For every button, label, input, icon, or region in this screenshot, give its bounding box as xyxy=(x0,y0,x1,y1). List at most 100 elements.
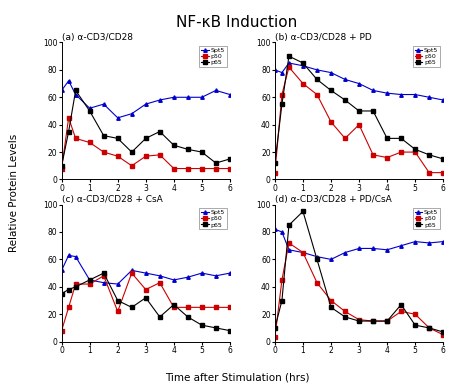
p65 xyxy=(73,88,79,93)
p65 xyxy=(129,150,135,154)
p50 xyxy=(314,92,320,97)
Spt5 xyxy=(412,239,418,244)
p65 xyxy=(384,319,390,323)
Line: p65: p65 xyxy=(60,271,232,332)
Line: p50: p50 xyxy=(273,65,445,174)
p65 xyxy=(185,315,191,319)
p50 xyxy=(440,332,446,337)
Spt5 xyxy=(426,95,432,100)
p50 xyxy=(185,305,191,310)
p50 xyxy=(199,166,205,171)
p65 xyxy=(412,323,418,327)
Spt5 xyxy=(300,250,306,255)
Spt5 xyxy=(171,95,177,100)
p50 xyxy=(59,166,64,171)
p50 xyxy=(129,163,135,168)
p50 xyxy=(199,305,205,310)
Spt5 xyxy=(73,254,79,259)
p50 xyxy=(143,154,148,159)
Spt5 xyxy=(143,271,148,276)
Spt5 xyxy=(199,271,205,276)
p50 xyxy=(101,274,107,278)
Spt5 xyxy=(272,68,278,72)
p65 xyxy=(101,271,107,276)
p65 xyxy=(398,302,404,307)
Spt5 xyxy=(286,247,292,252)
p50 xyxy=(426,325,432,330)
Spt5 xyxy=(59,268,64,273)
p65 xyxy=(370,319,376,323)
Spt5 xyxy=(171,278,177,282)
p50 xyxy=(328,298,334,303)
Line: Spt5: Spt5 xyxy=(273,227,445,261)
p65 xyxy=(398,136,404,141)
p50 xyxy=(412,312,418,317)
Spt5 xyxy=(87,278,92,282)
p65 xyxy=(342,315,348,319)
p65 xyxy=(272,161,278,165)
p50 xyxy=(384,155,390,160)
p65 xyxy=(185,147,191,152)
p65 xyxy=(101,133,107,138)
Text: (c) α-CD3/CD28 + CsA: (c) α-CD3/CD28 + CsA xyxy=(62,195,163,204)
Spt5 xyxy=(314,68,320,72)
Spt5 xyxy=(398,244,404,248)
p50 xyxy=(328,120,334,124)
p50 xyxy=(213,305,219,310)
Spt5 xyxy=(370,246,376,251)
Line: Spt5: Spt5 xyxy=(273,61,445,102)
p65 xyxy=(227,328,233,333)
Spt5 xyxy=(398,92,404,97)
p65 xyxy=(370,108,376,113)
p65 xyxy=(115,298,120,303)
Spt5 xyxy=(356,246,362,251)
p50 xyxy=(440,170,446,175)
p50 xyxy=(73,282,79,286)
Line: p50: p50 xyxy=(60,271,232,332)
p65 xyxy=(115,136,120,141)
p65 xyxy=(73,284,79,289)
p65 xyxy=(227,157,233,161)
p65 xyxy=(171,302,177,307)
p65 xyxy=(286,54,292,58)
Line: p65: p65 xyxy=(60,89,232,168)
p65 xyxy=(272,325,278,330)
p50 xyxy=(370,152,376,157)
p65 xyxy=(199,150,205,154)
p65 xyxy=(157,129,163,134)
Spt5 xyxy=(59,88,64,93)
p50 xyxy=(227,166,233,171)
p65 xyxy=(87,108,92,113)
Spt5 xyxy=(279,70,285,75)
Spt5 xyxy=(328,70,334,75)
p50 xyxy=(300,81,306,86)
p65 xyxy=(213,325,219,330)
p65 xyxy=(279,298,285,303)
Spt5 xyxy=(185,275,191,279)
p65 xyxy=(279,102,285,107)
p50 xyxy=(342,309,348,314)
Spt5 xyxy=(101,102,107,107)
Text: NF-κB Induction: NF-κB Induction xyxy=(176,15,298,30)
Spt5 xyxy=(286,61,292,65)
p65 xyxy=(440,330,446,334)
p65 xyxy=(314,257,320,262)
Spt5 xyxy=(279,230,285,234)
p65 xyxy=(342,98,348,102)
Spt5 xyxy=(300,63,306,68)
Spt5 xyxy=(101,280,107,285)
Spt5 xyxy=(115,115,120,120)
p50 xyxy=(115,154,120,159)
Spt5 xyxy=(185,95,191,100)
Spt5 xyxy=(213,274,219,278)
p65 xyxy=(412,147,418,152)
Text: Time after Stimulation (hrs): Time after Stimulation (hrs) xyxy=(165,372,309,382)
p50 xyxy=(314,280,320,285)
p50 xyxy=(227,305,233,310)
p65 xyxy=(213,161,219,165)
p65 xyxy=(314,77,320,82)
p50 xyxy=(370,319,376,323)
p65 xyxy=(157,315,163,319)
p50 xyxy=(157,280,163,285)
Spt5 xyxy=(66,78,72,83)
